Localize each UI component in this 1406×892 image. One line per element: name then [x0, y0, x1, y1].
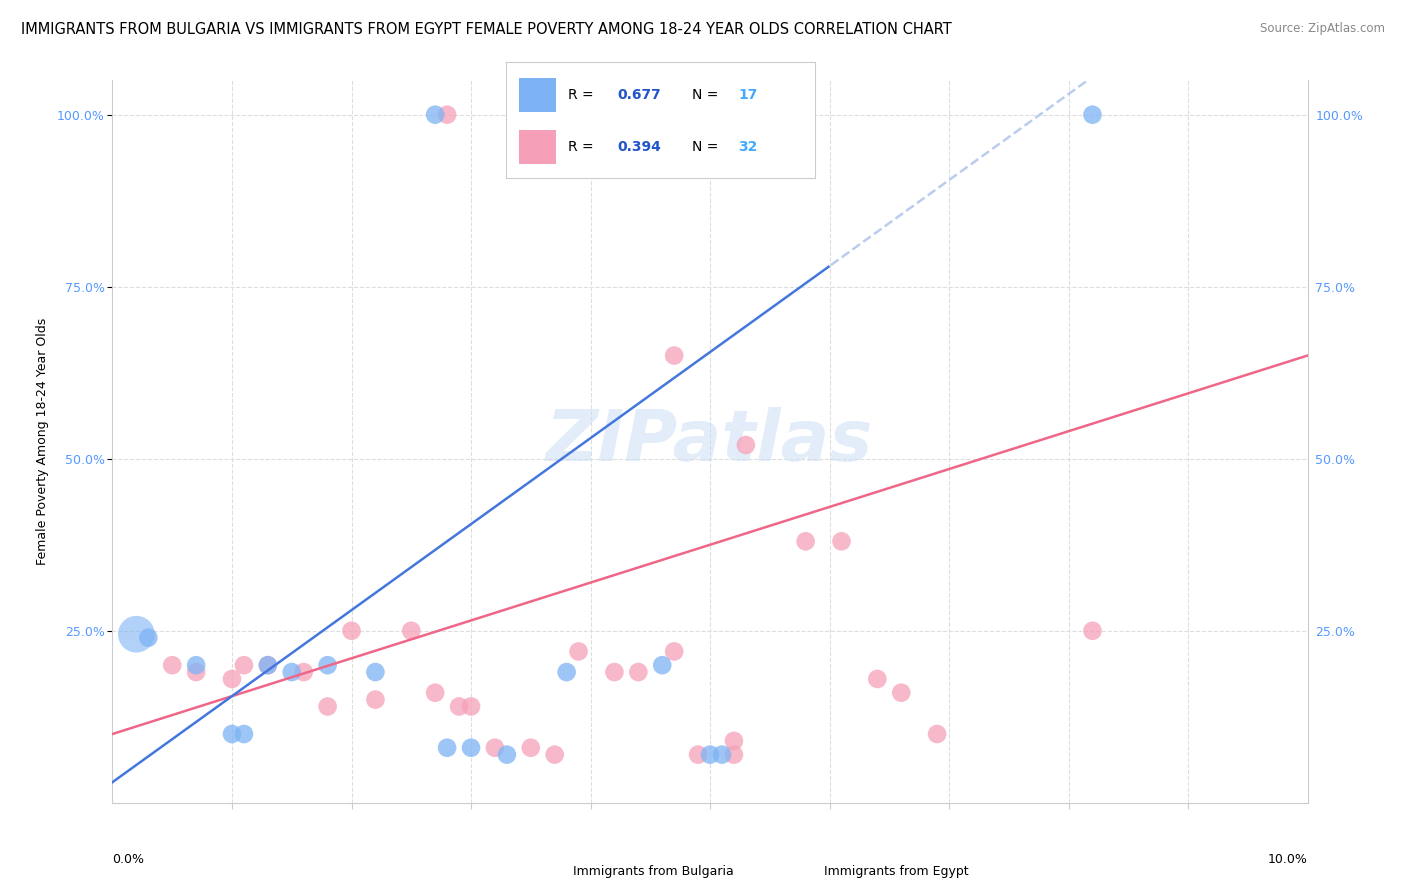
Point — [699, 747, 721, 762]
Text: ZIPatlas: ZIPatlas — [547, 407, 873, 476]
Point — [162, 658, 183, 673]
Point — [186, 665, 208, 679]
Point — [138, 631, 160, 645]
Point — [316, 658, 339, 673]
Point — [401, 624, 423, 638]
Text: R =: R = — [568, 140, 598, 154]
Point — [233, 727, 256, 741]
Point — [257, 658, 280, 673]
Point — [340, 624, 363, 638]
Point — [688, 747, 710, 762]
Point — [436, 108, 458, 122]
Text: 32: 32 — [738, 140, 758, 154]
Point — [831, 534, 853, 549]
Point — [1081, 108, 1104, 122]
Point — [723, 734, 745, 748]
Point — [651, 658, 673, 673]
Text: R =: R = — [568, 88, 598, 102]
Point — [664, 644, 686, 658]
Point — [221, 727, 243, 741]
Point — [866, 672, 889, 686]
Text: 0.677: 0.677 — [617, 88, 661, 102]
Text: N =: N = — [692, 88, 723, 102]
Point — [723, 747, 745, 762]
Y-axis label: Female Poverty Among 18-24 Year Olds: Female Poverty Among 18-24 Year Olds — [35, 318, 49, 566]
Bar — [787, 857, 818, 886]
Point — [484, 740, 506, 755]
Point — [735, 438, 758, 452]
Point — [927, 727, 949, 741]
Point — [890, 686, 912, 700]
Text: 0.0%: 0.0% — [112, 854, 145, 866]
Point — [794, 534, 817, 549]
Text: 10.0%: 10.0% — [1268, 854, 1308, 866]
Point — [221, 672, 243, 686]
Point — [425, 686, 447, 700]
Point — [543, 747, 565, 762]
Text: N =: N = — [692, 140, 723, 154]
Point — [292, 665, 315, 679]
Point — [449, 699, 471, 714]
Point — [496, 747, 519, 762]
Point — [711, 747, 734, 762]
Point — [364, 692, 387, 706]
Point — [555, 665, 578, 679]
Point — [568, 644, 591, 658]
Text: Immigrants from Bulgaria: Immigrants from Bulgaria — [572, 865, 734, 878]
Point — [281, 665, 304, 679]
Point — [603, 665, 626, 679]
Point — [364, 665, 387, 679]
Bar — [519, 129, 555, 164]
Point — [186, 658, 208, 673]
Text: 17: 17 — [738, 88, 758, 102]
Point — [425, 108, 447, 122]
Point — [1081, 624, 1104, 638]
Point — [233, 658, 256, 673]
Point — [316, 699, 339, 714]
Text: Immigrants from Egypt: Immigrants from Egypt — [824, 865, 969, 878]
Point — [436, 740, 458, 755]
Point — [125, 627, 148, 641]
Bar — [519, 78, 555, 112]
Bar — [537, 857, 567, 886]
Text: IMMIGRANTS FROM BULGARIA VS IMMIGRANTS FROM EGYPT FEMALE POVERTY AMONG 18-24 YEA: IMMIGRANTS FROM BULGARIA VS IMMIGRANTS F… — [21, 22, 952, 37]
Point — [257, 658, 280, 673]
Text: 0.394: 0.394 — [617, 140, 661, 154]
Text: Source: ZipAtlas.com: Source: ZipAtlas.com — [1260, 22, 1385, 36]
Point — [460, 740, 482, 755]
Point — [664, 349, 686, 363]
Point — [627, 665, 650, 679]
Point — [520, 740, 543, 755]
Point — [460, 699, 482, 714]
